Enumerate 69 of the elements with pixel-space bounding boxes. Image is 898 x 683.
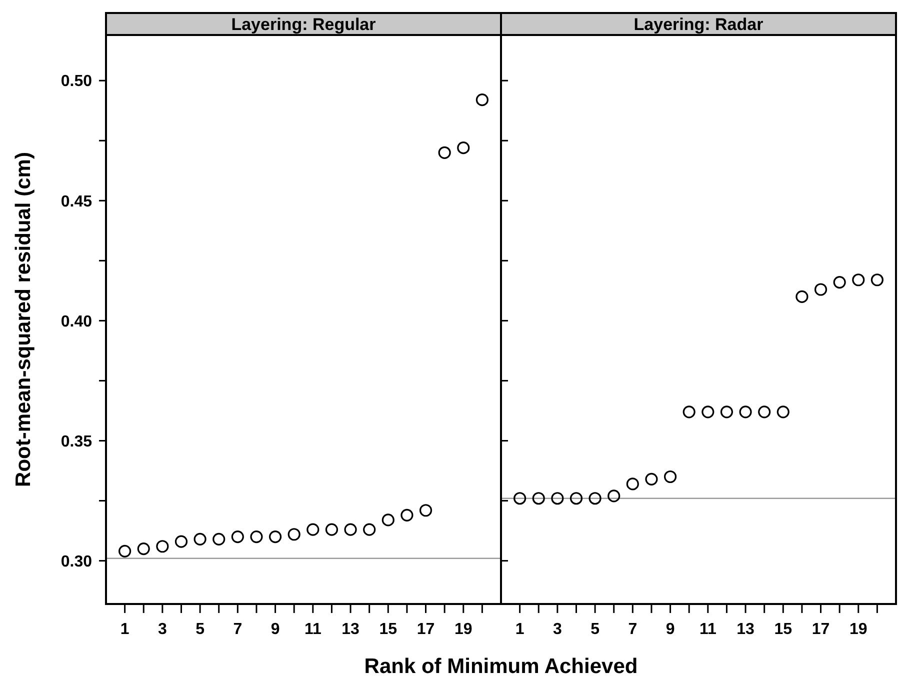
point [419,504,432,517]
point [532,492,545,505]
point [457,142,470,154]
point [250,530,263,544]
chart-title: Layering: Radar [634,15,764,34]
point [758,406,771,418]
point [174,535,188,548]
x-tick-label: 9 [270,621,280,638]
x-tick-label: 1 [515,621,524,638]
x-tick-label: 9 [666,621,675,638]
point [739,406,752,418]
point [814,283,828,296]
x-tick-label: 1 [120,621,130,638]
point [870,274,884,286]
point [645,472,658,486]
point [796,290,808,303]
point [476,94,488,106]
point [626,478,639,490]
point [400,508,414,522]
x-tick-label: 15 [774,621,792,638]
x-tick-label: 19 [849,621,868,638]
x-tick-label: 7 [628,621,638,638]
point [156,540,169,553]
x-tick-label: 13 [736,621,755,638]
point [720,406,734,418]
x-axis-title: Rank of Minimum Achieved [364,655,638,678]
point [306,523,320,536]
point [325,523,338,536]
point [833,276,846,289]
x-tick-label: 5 [196,621,205,638]
point [268,530,282,544]
point [194,532,206,546]
y-axis-title: Root-mean-squared residual (cm) [12,152,35,487]
point [382,514,394,526]
point [776,406,790,418]
x-tick-label: 7 [233,621,242,638]
x-tick-label: 5 [590,621,600,638]
x-tick-label: 3 [158,621,167,638]
x-tick-label: 15 [379,621,398,638]
point [288,528,300,541]
x-tick-label: 13 [342,621,360,638]
y-tick-label: 0.50 [60,73,92,90]
point [588,492,602,505]
point [852,274,865,286]
y-tick-label: 0.45 [60,193,92,210]
point [137,542,150,556]
point [231,530,244,544]
y-tick-label: 0.35 [60,433,92,450]
x-tick-label: 17 [812,621,830,638]
point [212,532,226,546]
chart-title: Layering: Regular [231,15,376,34]
x-tick-label: 3 [552,621,562,638]
x-tick-label: 11 [699,621,716,638]
point [118,544,132,558]
point [363,523,376,536]
x-tick-label: 11 [304,621,322,638]
point [702,406,714,418]
x-tick-label: 19 [454,621,472,638]
point [438,146,451,159]
x-tick-label: 17 [416,621,435,638]
y-tick-label: 0.30 [60,553,92,570]
point [570,492,583,505]
point [608,490,620,502]
point [664,470,677,484]
point [344,523,357,536]
point [551,492,564,505]
point [514,492,526,505]
point [682,406,696,418]
y-tick-label: 0.40 [60,313,92,330]
